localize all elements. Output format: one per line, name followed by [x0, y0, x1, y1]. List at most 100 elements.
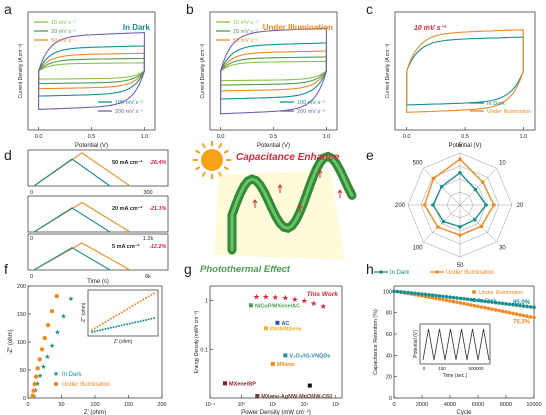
x-tick-label: 0.0: [217, 134, 225, 140]
nyquist-point-star: ★: [37, 372, 43, 380]
inset-point: [131, 305, 134, 307]
retention-point: [493, 308, 498, 312]
retention-point: [409, 291, 414, 295]
retention-point: [528, 315, 533, 319]
nyquist-point-star: ★: [60, 313, 66, 321]
gcd-xzero-1: 0: [30, 236, 33, 242]
y-tick-label: 60: [386, 332, 392, 338]
x-tick-label: 100: [90, 402, 99, 408]
radar-point: [480, 180, 485, 185]
nyquist-point-star: ★: [49, 342, 55, 350]
inset-point: [120, 324, 123, 327]
gcd-xmax-0: 300: [143, 190, 152, 196]
this-work-point: ★: [301, 297, 308, 306]
legend-f-0: In Dark: [62, 372, 82, 378]
y-tick-label: 20: [386, 375, 392, 381]
x-tick-label: 1.0: [323, 134, 331, 140]
gcd-pct-0: -26.4%: [149, 160, 167, 166]
plot-frame-g: [209, 285, 343, 399]
inset-point: [107, 327, 110, 330]
panel-letter-h: h: [366, 261, 374, 277]
retention-point: [437, 297, 442, 301]
inset-point: [99, 329, 102, 332]
retention-point: [472, 303, 477, 308]
x-tick-label: 0.5: [270, 134, 278, 140]
chart-title-b: Under Illumination: [263, 23, 333, 32]
cv-curve-a-4: [38, 32, 145, 110]
x-axis-label: Potential (V): [448, 143, 481, 149]
gcd-dark-1: [33, 207, 111, 233]
retention-point: [493, 300, 498, 305]
reference-point: [263, 326, 268, 331]
gcd-frame-2: [27, 233, 169, 271]
this-work-label: This Work: [307, 291, 339, 298]
x-tick-label: 50: [58, 402, 64, 408]
retention-point: [497, 301, 501, 305]
panel-letter-b: b: [186, 1, 194, 17]
retention-point: [528, 305, 533, 309]
panel-letter-a: a: [4, 1, 12, 17]
gcd-label-0: 50 mA cm⁻²: [112, 159, 143, 166]
radar-series-0: [432, 171, 487, 228]
x-tick-label: 150: [124, 402, 133, 408]
this-work-point: ★: [282, 294, 289, 303]
retention-point: [500, 309, 505, 314]
retention-point: [532, 305, 536, 310]
reference-label: PANI/MXene: [270, 326, 302, 332]
inset-point: [128, 306, 131, 309]
x-tick-label: 0.0: [403, 134, 411, 140]
inset-point: [147, 295, 150, 298]
x-tick-label: 6000: [472, 402, 484, 408]
inset-point: [150, 317, 153, 320]
y-tick-label: 0.1: [200, 347, 208, 353]
nyquist-point-circle: [33, 374, 39, 379]
inset-gcd-curve: [422, 328, 490, 361]
legend-b-3: 100 mV s⁻¹: [297, 100, 325, 106]
legend-a-0: 10 mV s⁻¹: [51, 20, 76, 26]
retention-point: [518, 312, 522, 317]
cv-curve-b-0: [220, 60, 327, 82]
retention-point: [448, 295, 452, 299]
retention-point: [469, 303, 473, 307]
legend-b-2: 50 mV s⁻¹: [233, 38, 258, 44]
nyquist-point-circle: [35, 366, 40, 371]
sun-ray: [223, 149, 229, 154]
sun-ray: [218, 171, 223, 177]
x-tick-label: 2000: [416, 402, 428, 408]
reference-point: [307, 383, 312, 388]
legend-c-0: In Dark: [487, 101, 505, 107]
radar-point: [422, 203, 427, 207]
sun-ray: [201, 171, 206, 177]
gcd-xmax-2: 6k: [145, 274, 151, 280]
electron-arrow-icon: [317, 169, 323, 178]
radar-point: [431, 203, 435, 207]
x-tick-label: 0: [392, 402, 395, 408]
nyquist-point-circle: [30, 393, 35, 398]
nyquist-point-circle: [31, 388, 36, 393]
x-tick-label: 10²: [301, 402, 309, 408]
inset-point: [91, 331, 93, 333]
inset-point: [145, 319, 147, 321]
gcd-dark-0: [33, 158, 111, 187]
legend-a-2: 50 mV s⁻¹: [51, 38, 76, 44]
radar-point: [441, 219, 446, 224]
y-tick-label: 100: [383, 289, 392, 295]
inset-point: [142, 319, 145, 322]
nyquist-point-star: ★: [54, 328, 60, 336]
radar-series-1: [423, 158, 495, 236]
x-tick-label: 0.5: [88, 134, 96, 140]
x-axis-label: Potential (V): [257, 143, 290, 149]
nyquist-point-star: ★: [40, 363, 46, 371]
y-axis-label: Current Density (A cm⁻²): [200, 43, 206, 98]
gcd-dark-2: [33, 247, 111, 271]
radar-point: [458, 225, 462, 229]
legend-b-1: 20 mV s⁻¹: [233, 29, 258, 35]
legend-c-1: Under Illumination: [487, 109, 531, 115]
gcd-pct-2: -12.2%: [149, 244, 167, 250]
radar-axis: [423, 204, 461, 242]
nyquist-point-circle: [37, 357, 42, 362]
inset-point: [123, 309, 126, 312]
retention-point: [465, 297, 470, 302]
helix-highlight: [230, 154, 354, 252]
center-title: Capacitance Enhance: [236, 152, 340, 163]
